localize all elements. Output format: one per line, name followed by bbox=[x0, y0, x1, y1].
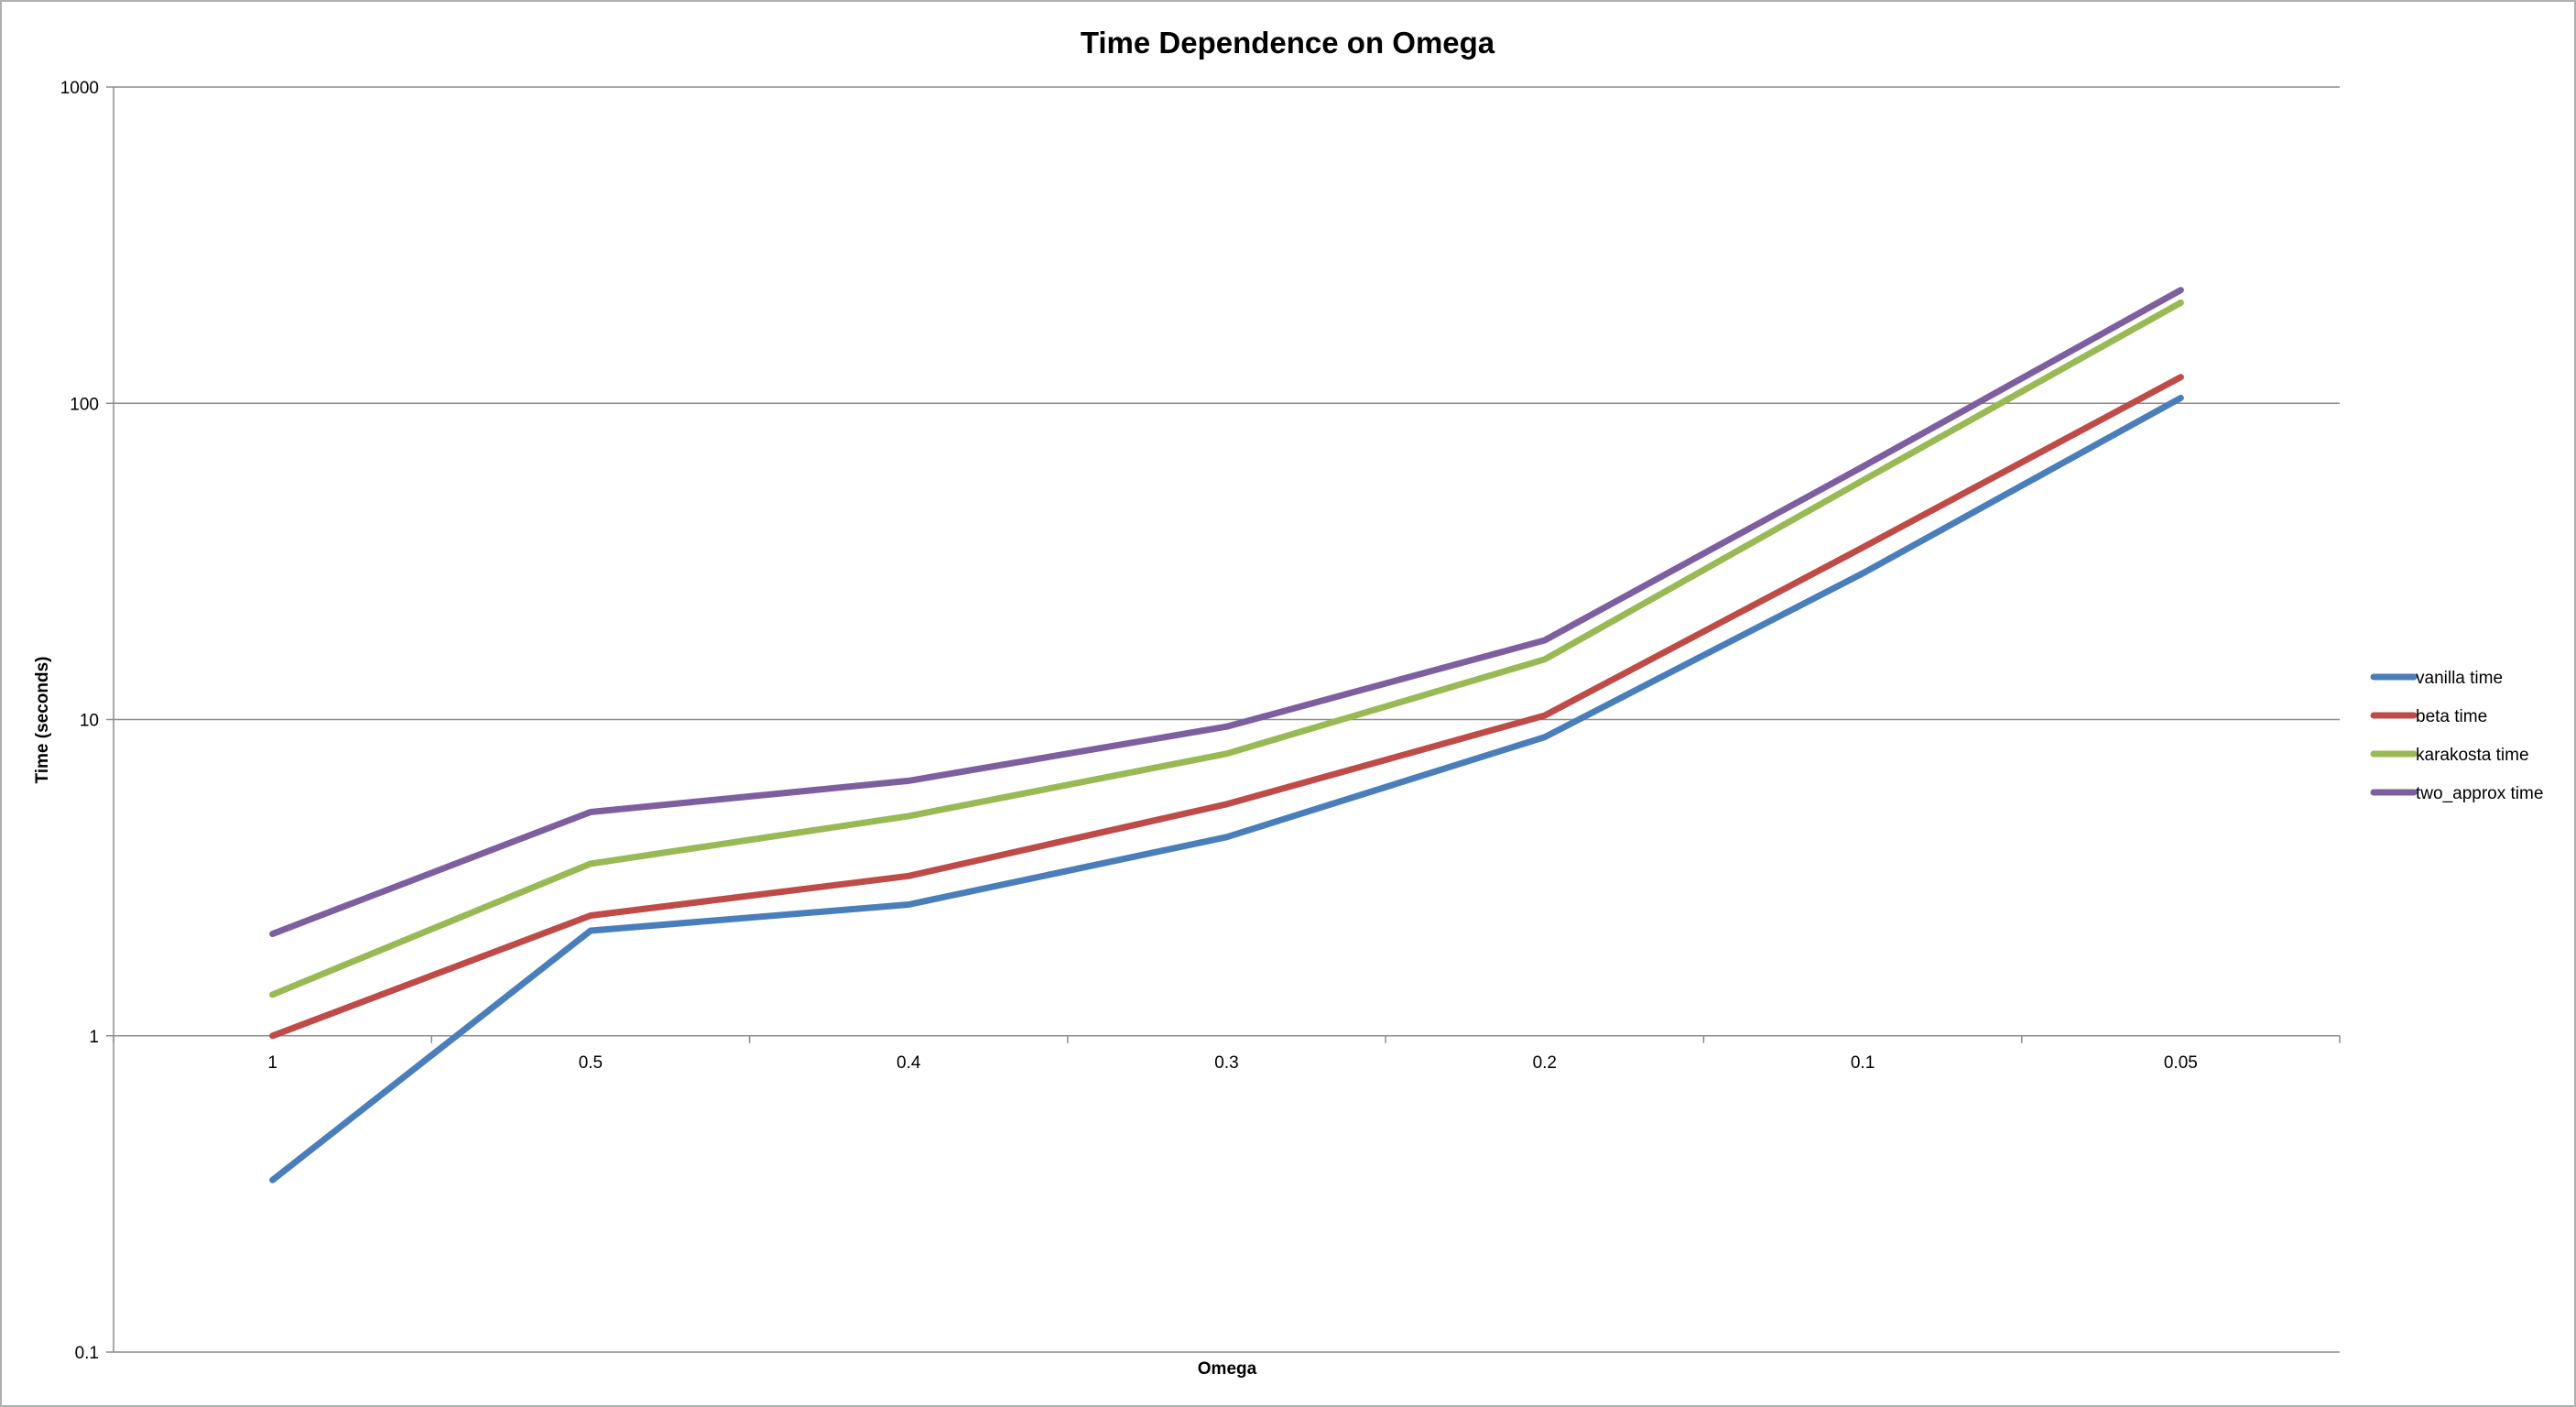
y-tick-label: 1 bbox=[89, 1028, 99, 1047]
x-tick-label: 0.4 bbox=[897, 1053, 921, 1073]
legend-label: vanilla time bbox=[2416, 669, 2503, 688]
series-line-karakosta-time bbox=[269, 299, 2184, 998]
series-line-beta-time bbox=[269, 374, 2184, 1040]
legend-label: two_approx time bbox=[2416, 784, 2543, 803]
axes: 0.1 1 10 100 1000 1 0.5 0.4 0.3 0.2 0.1 0.05 bbox=[60, 79, 2341, 1363]
y-tick-label: 1000 bbox=[60, 79, 99, 98]
y-tick-label: 100 bbox=[70, 395, 99, 414]
legend-label: beta time bbox=[2416, 707, 2487, 726]
x-tick-label: 1 bbox=[267, 1053, 277, 1073]
x-tick-label: 0.5 bbox=[579, 1053, 603, 1073]
x-axis-label: Omega bbox=[1198, 1359, 1257, 1379]
y-axis-label: Time (seconds) bbox=[33, 656, 52, 783]
x-tick-label: 0.2 bbox=[1533, 1053, 1557, 1073]
series-line-two-approx-time bbox=[269, 287, 2184, 937]
x-tick-label: 0.1 bbox=[1851, 1053, 1875, 1073]
series-lines bbox=[269, 287, 2184, 1183]
series-line-vanilla-time bbox=[269, 394, 2184, 1183]
legend: vanilla time beta time karakosta time two_a… bbox=[2370, 669, 2543, 803]
y-tick-label: 0.1 bbox=[75, 1344, 99, 1363]
legend-label: karakosta time bbox=[2416, 746, 2529, 765]
y-tick-label: 10 bbox=[80, 712, 99, 731]
x-tick-label: 0.3 bbox=[1214, 1053, 1238, 1073]
x-tick-label: 0.05 bbox=[2164, 1053, 2198, 1073]
chart-title: Time Dependence on Omega bbox=[1081, 26, 1495, 60]
